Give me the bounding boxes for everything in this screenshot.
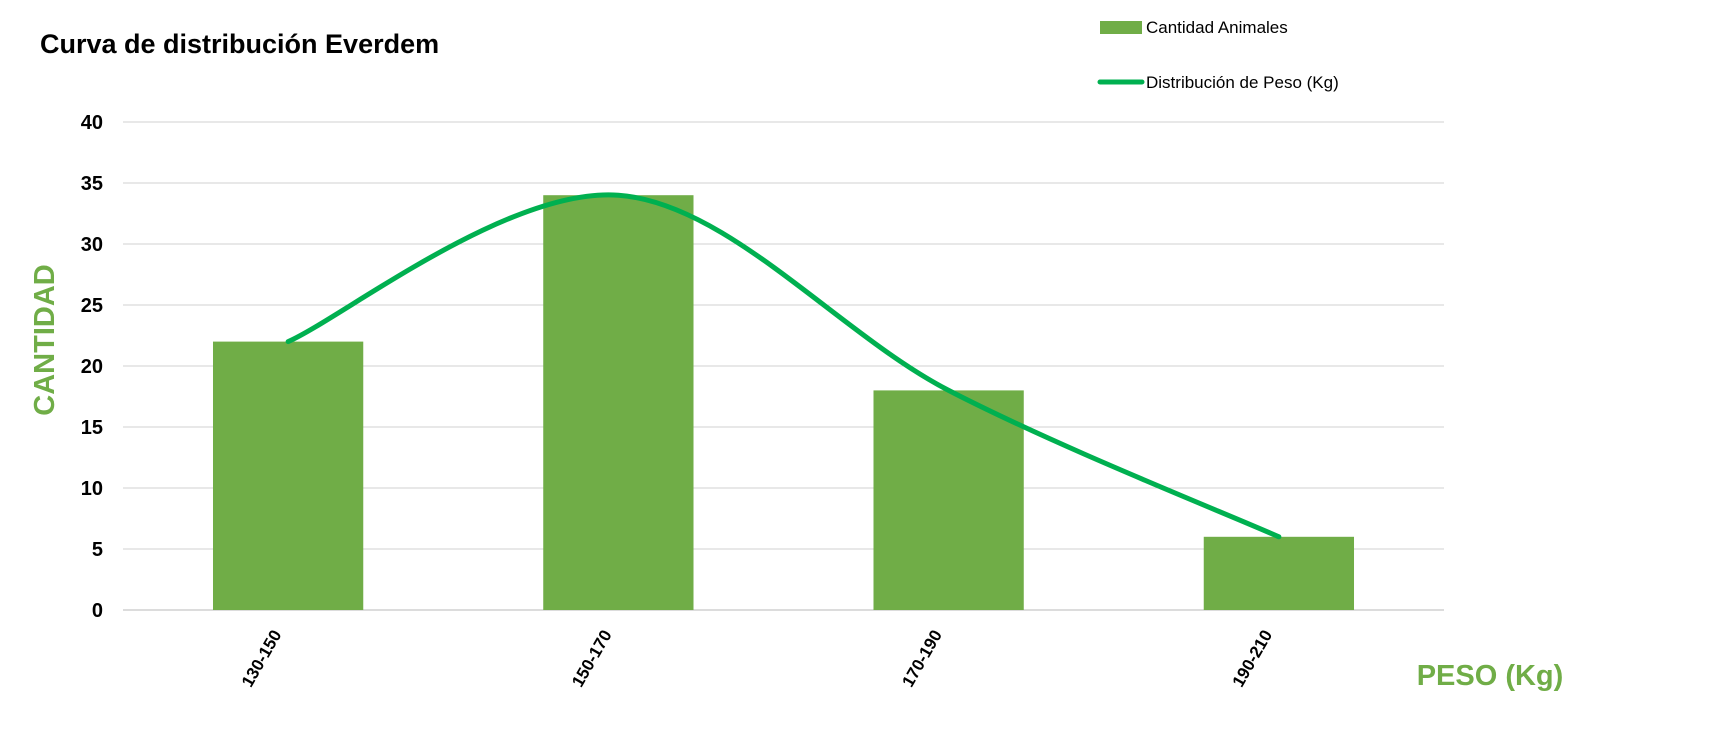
bar-150-170 — [543, 195, 694, 610]
y-tick-labels: 0 5 10 15 20 25 30 35 40 — [81, 112, 103, 622]
y-tick-label: 10 — [81, 478, 103, 500]
y-tick-label: 40 — [81, 112, 103, 134]
bar-190-210 — [1203, 536, 1355, 610]
x-axis-title: PESO (Kg) — [1417, 660, 1564, 692]
bar-170-190 — [873, 390, 1024, 610]
legend-bar-swatch — [1100, 21, 1142, 34]
y-tick-label: 20 — [81, 356, 103, 378]
legend-bar-label: Cantidad Animales — [1146, 18, 1288, 37]
y-tick-label: 25 — [81, 295, 103, 317]
y-tick-label: 30 — [81, 234, 103, 256]
y-tick-label: 15 — [81, 417, 103, 439]
chart-title: Curva de distribución Everdem — [40, 29, 439, 59]
line-series — [285, 192, 1282, 540]
y-axis-title: CANTIDAD — [29, 264, 61, 415]
x-tick-label: 150-170 — [568, 627, 616, 691]
legend-line-label: Distribución de Peso (Kg) — [1146, 73, 1339, 92]
bars — [212, 195, 1355, 610]
x-tick-label: 130-150 — [238, 627, 286, 691]
y-tick-label: 5 — [92, 539, 103, 561]
bar-130-150 — [212, 341, 364, 610]
x-tick-labels: 130-150 150-170 170-190 190-210 — [238, 627, 1276, 691]
y-tick-label: 35 — [81, 173, 103, 195]
x-tick-label: 190-210 — [1229, 627, 1277, 691]
x-tick-label: 170-190 — [898, 627, 946, 691]
y-tick-label: 0 — [92, 600, 103, 622]
legend: Cantidad Animales Distribución de Peso (… — [1097, 18, 1339, 92]
distribution-line — [285, 192, 1282, 540]
